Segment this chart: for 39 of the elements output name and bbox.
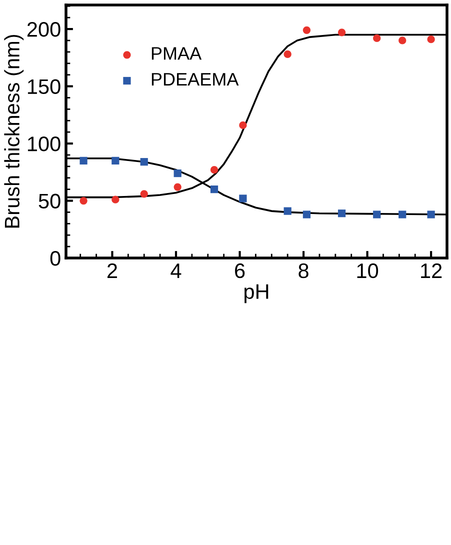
y-tick-label: 200: [27, 22, 60, 37]
x-axis-title: pH: [244, 284, 268, 304]
x-tick-label: 12: [421, 263, 442, 278]
legend-label: PDEAEMA: [152, 73, 239, 86]
point: [338, 28, 346, 36]
point: [284, 50, 292, 58]
legend-label: PMAA: [152, 47, 202, 60]
x-tick-label: 2: [107, 263, 117, 278]
y-tick-label: 100: [28, 136, 60, 152]
point: [174, 183, 182, 191]
y-tick-label: 0: [50, 251, 60, 266]
point: [112, 156, 120, 164]
point: [373, 210, 381, 218]
point: [239, 194, 247, 202]
point: [174, 169, 182, 178]
point: [427, 36, 435, 44]
point: [338, 210, 346, 218]
y-tick-label: 150: [28, 79, 60, 94]
x-tick-label: 6: [235, 263, 245, 278]
x-tick-label: 8: [298, 263, 308, 278]
point: [80, 156, 88, 164]
point: [239, 121, 247, 130]
point: [80, 196, 88, 205]
point: [284, 207, 292, 215]
point: [112, 196, 120, 204]
y-axis-title: Brush thickness (nm): [4, 34, 24, 228]
point: [373, 34, 381, 42]
point: [210, 166, 218, 174]
point: [140, 158, 148, 166]
point: [398, 36, 406, 44]
point: [140, 190, 148, 198]
x-tick-label: 4: [170, 264, 182, 278]
point: [398, 210, 406, 218]
point: [302, 210, 311, 218]
point: [427, 210, 435, 218]
x-tick-label: 10: [357, 263, 378, 278]
y-tick-label: 50: [38, 194, 60, 209]
point: [210, 186, 218, 194]
point: [302, 26, 311, 34]
